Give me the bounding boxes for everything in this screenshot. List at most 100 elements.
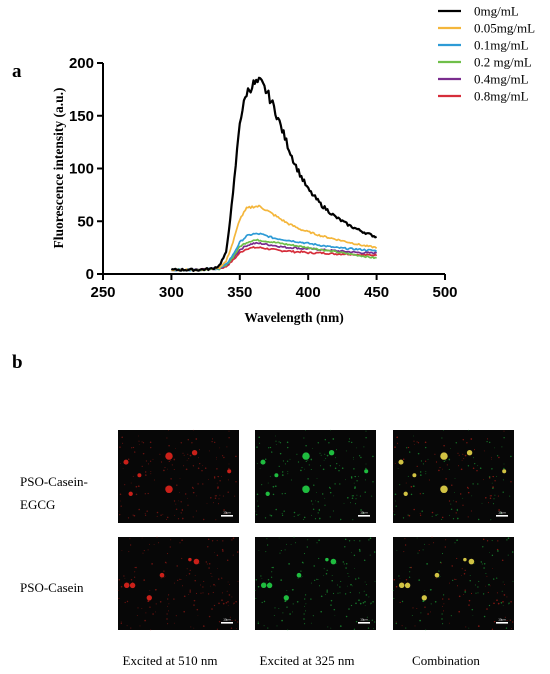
- fluorescent-speck: [422, 549, 424, 551]
- fluorescent-speck: [197, 467, 200, 470]
- fluorescent-speck: [431, 515, 433, 517]
- fluorescent-speck: [207, 546, 209, 548]
- fluorescent-speck: [221, 599, 223, 602]
- fluorescent-speck: [122, 442, 124, 444]
- fluorescent-speck: [127, 458, 130, 460]
- fluorescent-speck: [502, 479, 504, 481]
- fluorescent-speck: [372, 481, 374, 483]
- fluorescent-speck: [353, 458, 354, 460]
- fluorescent-speck: [166, 437, 168, 439]
- fluorescent-speck: [305, 603, 307, 605]
- fluorescent-speck: [509, 619, 511, 621]
- fluorescent-speck: [173, 622, 175, 624]
- fluorescent-speck: [167, 468, 168, 470]
- scale-bar-label: 10μm: [498, 511, 506, 515]
- fluorescent-speck: [208, 479, 209, 481]
- fluorescent-speck: [507, 554, 509, 556]
- fluorescent-speck: [221, 455, 224, 457]
- fluorescent-speck: [229, 616, 231, 618]
- fluorescent-speck: [445, 459, 447, 461]
- fluorescent-speck: [189, 569, 191, 571]
- fluorescent-speck: [450, 503, 452, 505]
- fluorescent-speck: [395, 505, 397, 507]
- fluorescent-speck: [216, 554, 219, 557]
- fluorescent-speck: [329, 465, 332, 467]
- fluorescent-speck: [419, 474, 422, 476]
- fluorescent-speck: [258, 436, 261, 439]
- fluorescent-speck: [213, 502, 214, 504]
- fluorescent-speck: [142, 442, 145, 444]
- fluorescent-speck: [490, 456, 492, 458]
- fluorescent-speck: [123, 575, 125, 577]
- fluorescent-speck: [213, 477, 216, 479]
- fluorescent-speck: [395, 621, 397, 623]
- fluorescent-speck: [352, 495, 354, 497]
- x-tick-label: 500: [432, 284, 457, 301]
- fluorescent-speck: [174, 514, 176, 516]
- fluorescent-speck: [431, 536, 433, 538]
- fluorescent-speck: [405, 627, 407, 629]
- fluorescent-speck: [295, 542, 297, 544]
- fluorescent-speck: [317, 442, 320, 444]
- fluorescent-speck: [491, 628, 494, 630]
- fluorescent-speck: [364, 491, 366, 493]
- fluorescent-speck: [207, 538, 210, 541]
- fluorescent-speck: [272, 485, 275, 488]
- fluorescent-speck: [369, 554, 371, 556]
- fluorescent-speck: [233, 602, 235, 604]
- fluorescent-speck: [130, 627, 132, 629]
- fluorescent-speck: [226, 446, 228, 448]
- fluorescent-speck: [211, 440, 213, 443]
- fluorescent-speck: [339, 483, 341, 485]
- fluorescent-particle: [146, 595, 152, 601]
- fluorescent-speck: [492, 486, 494, 488]
- fluorescent-speck: [217, 503, 220, 505]
- fluorescent-speck: [446, 464, 448, 466]
- fluorescent-speck: [127, 517, 130, 519]
- row-label: EGCG: [20, 497, 55, 512]
- fluorescent-speck: [496, 577, 498, 579]
- fluorescent-speck: [206, 563, 208, 565]
- fluorescent-speck: [330, 429, 331, 431]
- fluorescent-speck: [163, 570, 165, 572]
- legend-label: 0.4mg/mL: [474, 72, 529, 87]
- fluorescent-speck: [307, 478, 309, 480]
- fluorescent-speck: [355, 602, 357, 605]
- fluorescent-speck: [427, 458, 429, 460]
- fluorescent-speck: [280, 579, 283, 581]
- fluorescent-speck: [322, 493, 324, 495]
- fluorescent-speck: [394, 513, 396, 516]
- fluorescent-speck: [344, 546, 346, 548]
- fluorescent-speck: [424, 460, 427, 462]
- fluorescent-speck: [488, 583, 490, 586]
- fluorescent-speck: [271, 451, 273, 453]
- fluorescent-speck: [207, 593, 210, 595]
- fluorescent-speck: [448, 500, 451, 502]
- fluorescent-speck: [170, 459, 172, 461]
- fluorescent-speck: [305, 430, 306, 431]
- fluorescent-speck: [510, 455, 512, 458]
- fluorescent-speck: [216, 540, 218, 542]
- fluorescent-speck: [419, 493, 421, 495]
- fluorescent-speck: [401, 625, 403, 627]
- fluorescent-speck: [214, 495, 216, 497]
- fluorescent-speck: [155, 589, 157, 591]
- fluorescent-speck: [216, 628, 219, 630]
- fluorescent-speck: [302, 486, 303, 488]
- fluorescent-speck: [287, 470, 289, 472]
- fluorescent-speck: [441, 553, 444, 555]
- fluorescent-speck: [424, 590, 426, 591]
- fluorescent-speck: [492, 487, 494, 490]
- fluorescent-speck: [419, 512, 421, 514]
- fluorescent-speck: [484, 585, 486, 587]
- fluorescent-speck: [138, 440, 140, 442]
- micrograph-background: [393, 430, 514, 523]
- fluorescent-speck: [149, 460, 152, 462]
- fluorescent-speck: [297, 577, 299, 579]
- fluorescent-speck: [147, 463, 149, 465]
- fluorescent-speck: [360, 456, 362, 459]
- fluorescent-speck: [345, 615, 348, 618]
- fluorescent-speck: [339, 625, 342, 627]
- fluorescent-speck: [365, 430, 367, 432]
- fluorescent-speck: [186, 459, 188, 461]
